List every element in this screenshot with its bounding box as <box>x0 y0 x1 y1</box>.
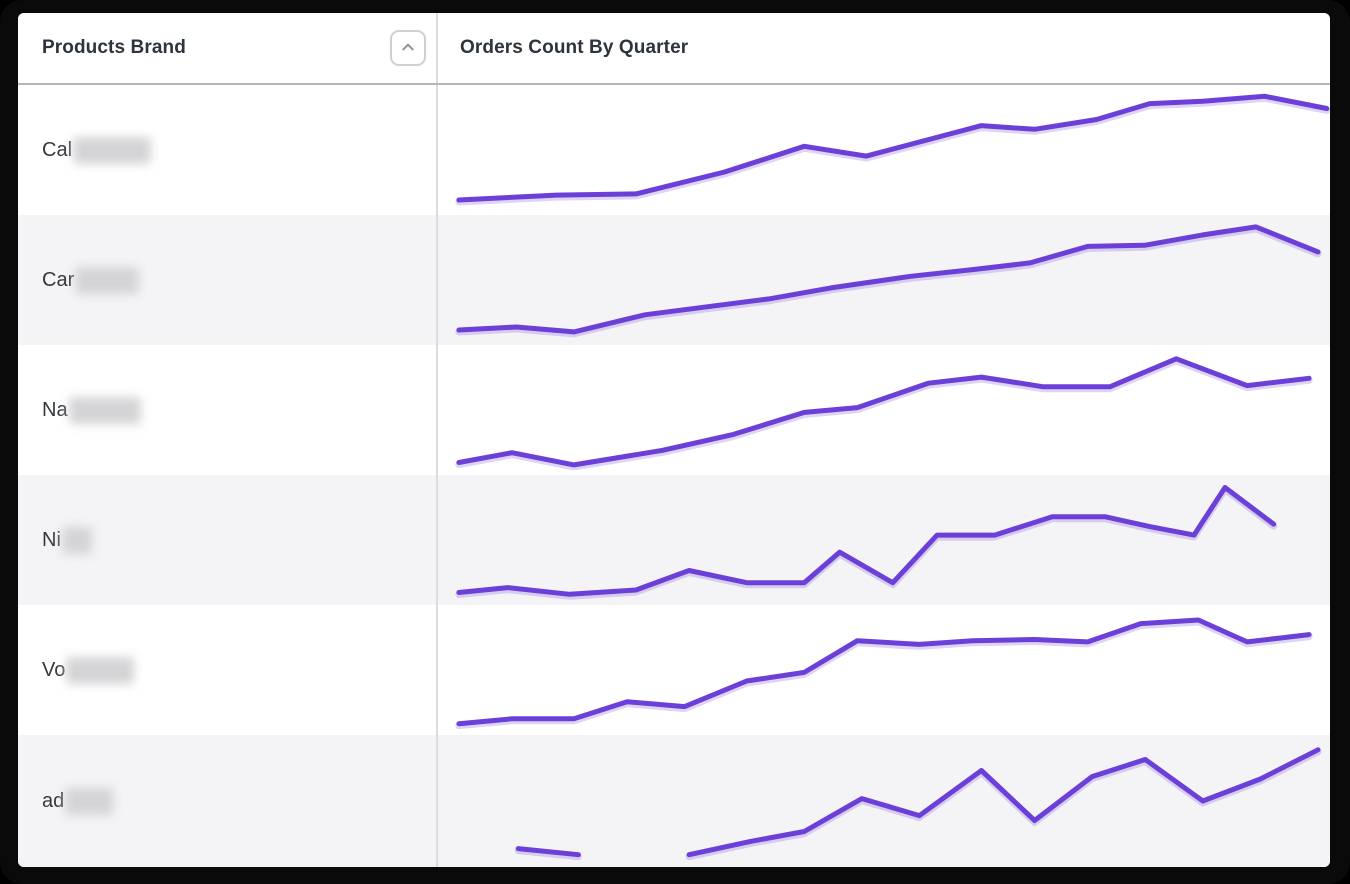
sparkline-cell <box>438 605 1330 735</box>
table-card: Products Brand Orders Count By Quarter C… <box>18 13 1330 867</box>
redacted-text-blur <box>65 787 114 815</box>
sparkline-chart <box>514 747 1322 861</box>
brand-label: Ni <box>42 528 61 551</box>
redacted-text-blur <box>73 136 152 164</box>
table-header: Products Brand Orders Count By Quarter <box>18 13 1330 85</box>
sparkline-chart <box>455 485 1278 600</box>
column-title-products-brand: Products Brand <box>42 37 186 58</box>
brand-label: Cal <box>42 138 73 161</box>
brand-cell: ad <box>18 735 438 867</box>
table-row[interactable]: Ni <box>18 475 1330 605</box>
chevron-up-icon <box>397 36 419 61</box>
redacted-text-blur <box>75 266 140 294</box>
table-row[interactable]: ad <box>18 735 1330 867</box>
redacted-text-blur <box>68 396 141 424</box>
sparkline-cell <box>438 475 1330 605</box>
brand-label: Vo <box>42 658 66 681</box>
brand-label: Car <box>42 268 75 291</box>
table-row[interactable]: Na <box>18 345 1330 475</box>
table-row[interactable]: Vo <box>18 605 1330 735</box>
sparkline-chart <box>455 356 1313 471</box>
sort-ascending-button[interactable] <box>390 30 426 66</box>
sparkline-cell <box>438 215 1330 345</box>
brand-cell: Car <box>18 215 438 345</box>
header-cell-products-brand[interactable]: Products Brand <box>18 13 438 83</box>
column-title-orders-count: Orders Count By Quarter <box>460 37 689 58</box>
brand-label: ad <box>42 789 65 812</box>
redacted-text-blur <box>66 656 135 684</box>
brand-cell: Cal <box>18 85 438 215</box>
brand-label: Na <box>42 398 68 421</box>
brand-cell: Na <box>18 345 438 475</box>
table-row[interactable]: Car <box>18 215 1330 345</box>
brand-cell: Ni <box>18 475 438 605</box>
sparkline-chart <box>455 93 1330 206</box>
sparkline-cell <box>438 85 1330 215</box>
sparkline-cell <box>438 345 1330 475</box>
sparkline-chart <box>455 224 1322 338</box>
redacted-text-blur <box>61 526 92 554</box>
sparkline-cell <box>438 735 1330 867</box>
brand-cell: Vo <box>18 605 438 735</box>
table-row[interactable]: Cal <box>18 85 1330 215</box>
table-body: Cal Car Na <box>18 85 1330 867</box>
header-cell-orders-count[interactable]: Orders Count By Quarter <box>438 13 1330 83</box>
sparkline-chart <box>455 617 1313 730</box>
